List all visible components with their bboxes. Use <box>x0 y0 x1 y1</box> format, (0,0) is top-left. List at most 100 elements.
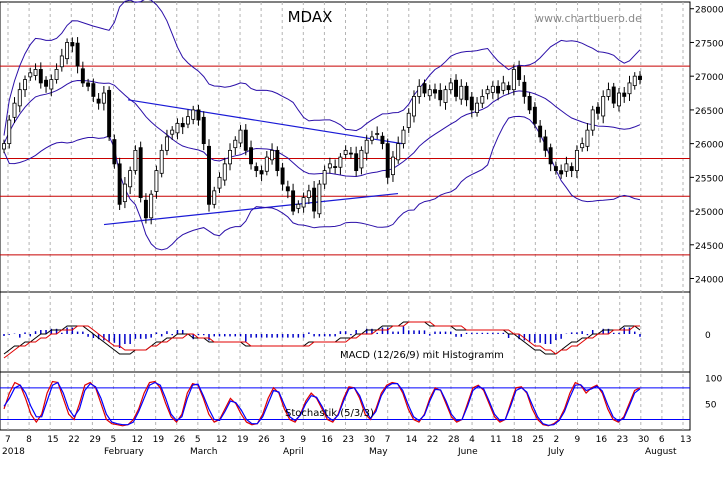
candle-body <box>44 79 49 87</box>
candle-body <box>186 116 190 125</box>
x-tick-label: 15 <box>47 435 58 445</box>
stochastic-series <box>0 380 690 427</box>
candle-body <box>338 156 343 168</box>
candle-body <box>201 116 206 145</box>
chart-title: MDAX <box>288 8 333 26</box>
candle-body <box>154 170 159 192</box>
candle-body <box>49 79 54 90</box>
candle-body <box>611 86 616 104</box>
trend-line-upper <box>127 99 403 145</box>
candle-body <box>159 149 164 174</box>
stoch-panel-frame <box>0 371 691 431</box>
candle-body <box>401 129 406 145</box>
candle-body <box>527 96 532 111</box>
x-tick-label: 26 <box>174 435 186 445</box>
macd-signal-line <box>3 321 640 359</box>
stoch-k-line <box>3 380 641 427</box>
trend-lines <box>103 99 403 226</box>
x-tick-label: 18 <box>511 435 523 445</box>
candle-body <box>238 129 243 144</box>
candle-body <box>354 153 359 172</box>
x-tick-label: 28 <box>448 435 460 445</box>
candle-body <box>638 75 642 80</box>
candle-body <box>291 190 296 212</box>
candle-body <box>380 135 385 145</box>
candle-body <box>296 203 301 209</box>
candle-body <box>28 72 33 78</box>
candle-body <box>548 147 553 165</box>
candle-body <box>59 55 64 68</box>
candle-body <box>38 69 43 84</box>
candle-body <box>412 96 416 117</box>
macd-label: MACD (12/26/9) mit Histogramm <box>340 350 504 361</box>
candle-body <box>469 96 474 111</box>
y-tick-label: 26500 <box>695 107 723 117</box>
candle-body <box>285 186 290 192</box>
y-tick-label: 27500 <box>695 39 723 49</box>
candle-body <box>243 129 248 151</box>
candle-body <box>91 83 96 97</box>
candle-body <box>617 92 621 107</box>
candle-body <box>254 166 259 172</box>
stoch-label: Stochastik (5/3/3) <box>285 408 374 419</box>
candle-body <box>422 83 427 94</box>
candle-body <box>65 42 70 60</box>
candle-body <box>543 136 548 151</box>
stoch-tick-label: 50 <box>705 401 717 411</box>
candle-body <box>12 102 17 118</box>
candle-body <box>54 69 59 80</box>
candle-body <box>475 102 480 114</box>
candle-body <box>553 166 558 172</box>
candle-body <box>396 143 401 161</box>
candle-body <box>80 68 85 84</box>
candle-body <box>17 89 22 107</box>
candle-body <box>301 197 306 208</box>
month-label: February <box>104 447 145 457</box>
x-tick-label: 6 <box>659 435 665 445</box>
candle-body <box>532 106 537 124</box>
candle-body <box>459 85 464 100</box>
candle-body <box>280 167 285 185</box>
candle-body <box>270 149 275 161</box>
x-tick-label: 4 <box>469 435 475 445</box>
candle-body <box>574 149 579 172</box>
candle-body <box>233 139 238 149</box>
candle-body <box>196 109 201 121</box>
x-tick-label: 3 <box>279 435 285 445</box>
candle-body <box>138 147 143 198</box>
macd-tick-label: 0 <box>705 331 711 341</box>
macd-series <box>3 321 641 359</box>
y-tick-label: 25500 <box>695 174 723 184</box>
y-tick-label: 24500 <box>695 242 723 252</box>
candle-body <box>517 66 522 80</box>
candle-body <box>101 92 106 104</box>
month-label: May <box>369 447 388 457</box>
x-tick-label: 14 <box>406 435 418 445</box>
x-tick-label: 5 <box>195 435 201 445</box>
candle-body <box>359 149 364 169</box>
candle-body <box>622 92 627 97</box>
candle-body <box>264 156 269 172</box>
candle-body <box>538 125 543 138</box>
candle-body <box>75 42 80 67</box>
candle-body <box>333 166 338 168</box>
x-tick-label: 22 <box>427 435 438 445</box>
candle-body <box>595 106 600 114</box>
candle-body <box>632 75 637 87</box>
candle-body <box>443 89 448 103</box>
x-tick-label: 22 <box>68 435 79 445</box>
x-tick-label: 2 <box>553 435 559 445</box>
candle-body <box>433 89 437 94</box>
candle-body <box>569 166 574 172</box>
candle-body <box>385 143 390 178</box>
candle-body <box>438 89 443 101</box>
candle-body <box>2 143 6 150</box>
candle-body <box>133 149 138 172</box>
candle-body <box>112 139 117 165</box>
candle-body <box>464 85 469 101</box>
candle-body <box>207 145 211 205</box>
month-label: March <box>190 447 217 457</box>
candle-body <box>590 109 595 131</box>
bollinger-middle <box>3 79 641 178</box>
